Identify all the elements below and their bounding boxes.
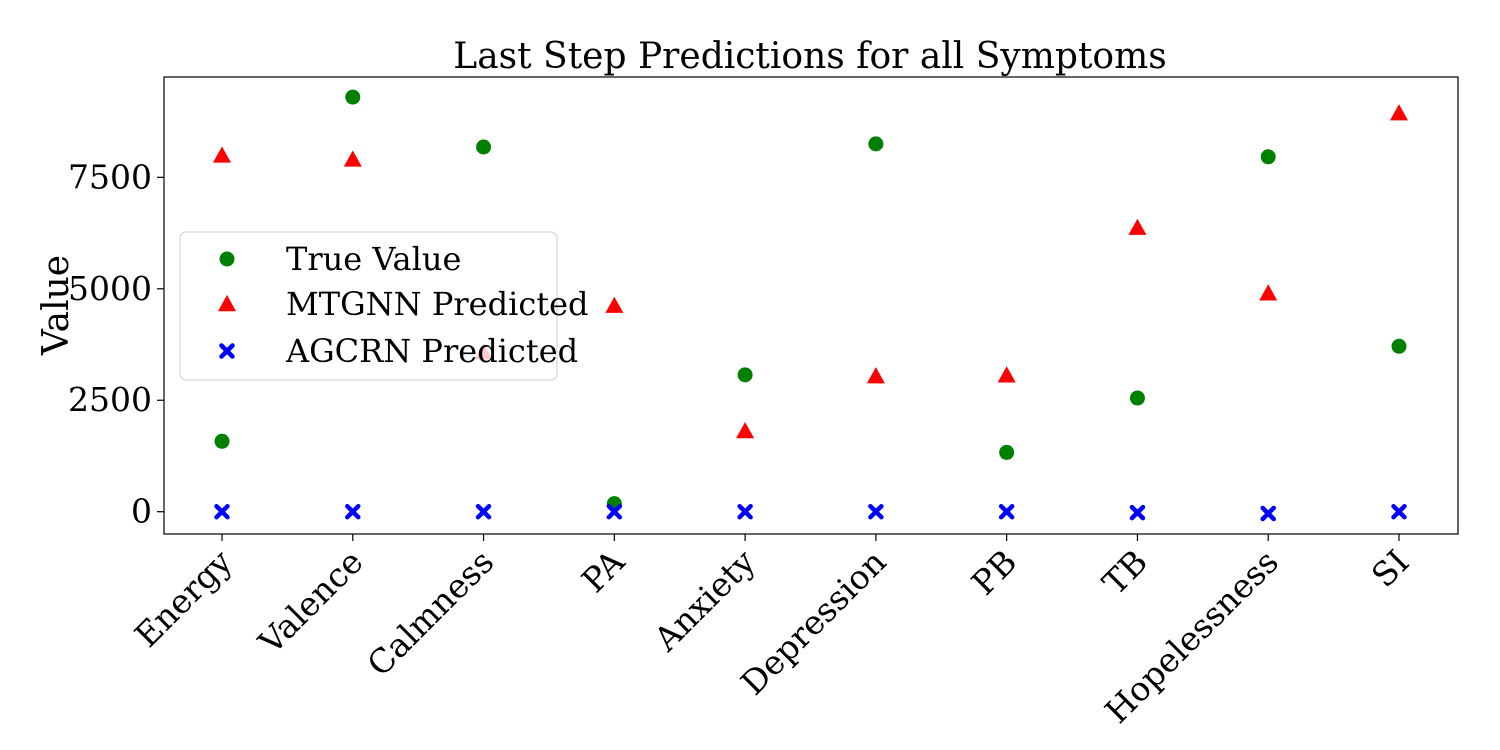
data-point bbox=[999, 444, 1015, 460]
data-point bbox=[1128, 218, 1147, 235]
x-tick-label: Energy bbox=[127, 542, 240, 655]
data-point bbox=[1390, 104, 1408, 121]
legend-marker bbox=[219, 343, 235, 359]
data-point bbox=[737, 367, 753, 383]
data-point bbox=[345, 89, 361, 105]
data-point bbox=[605, 296, 624, 313]
data-point bbox=[214, 503, 230, 520]
data-point bbox=[343, 150, 362, 167]
data-point bbox=[213, 146, 231, 163]
legend-marker bbox=[219, 251, 235, 267]
y-axis-label: Value bbox=[36, 255, 77, 356]
data-point bbox=[1260, 149, 1276, 165]
data-point bbox=[1129, 504, 1146, 521]
legend-label: AGCRN Predicted bbox=[285, 332, 578, 370]
data-point bbox=[998, 503, 1015, 520]
legend: True Value MTGNN Predicted AGCRN Predicted bbox=[179, 231, 589, 381]
x-tick-label: SI bbox=[1364, 542, 1417, 595]
data-point bbox=[868, 136, 884, 152]
data-point bbox=[476, 139, 492, 155]
legend-marker bbox=[218, 295, 236, 312]
legend-entry: MTGNN Predicted bbox=[218, 285, 589, 323]
data-point bbox=[866, 367, 885, 384]
data-point bbox=[736, 422, 755, 439]
legend-label: MTGNN Predicted bbox=[286, 285, 589, 323]
legend-label: True Value bbox=[286, 240, 461, 278]
data-point bbox=[1129, 390, 1145, 406]
plot-frame bbox=[163, 76, 1459, 535]
y-tick-label: 5000 bbox=[68, 269, 152, 308]
data-point bbox=[1260, 505, 1276, 522]
data-point bbox=[475, 503, 492, 520]
data-marks bbox=[213, 89, 1408, 522]
x-tick-label: TB bbox=[1095, 542, 1155, 602]
data-point bbox=[1391, 338, 1407, 354]
data-point bbox=[214, 433, 230, 449]
data-point bbox=[737, 503, 753, 520]
legend-frame bbox=[179, 231, 558, 381]
y-axis-ticks: 0 2500 5000 7500 bbox=[68, 157, 164, 531]
x-tick-label: Anxiety bbox=[646, 542, 763, 659]
data-point bbox=[606, 503, 623, 520]
legend-entry: True Value bbox=[219, 240, 461, 278]
x-tick-label: PA bbox=[574, 541, 633, 600]
legend-entry: AGCRN Predicted bbox=[219, 332, 578, 370]
chart-title: Last Step Predictions for all Symptoms bbox=[453, 36, 1166, 77]
data-point bbox=[345, 503, 361, 520]
y-tick-label: 2500 bbox=[68, 380, 152, 419]
data-point bbox=[1391, 503, 1407, 520]
y-tick-label: 0 bbox=[131, 492, 152, 531]
x-tick-label: Valence bbox=[250, 542, 370, 662]
data-point bbox=[1259, 284, 1278, 301]
data-point bbox=[997, 366, 1016, 383]
data-point bbox=[868, 503, 884, 520]
x-tick-label: Calmness bbox=[359, 542, 501, 684]
y-tick-label: 7500 bbox=[68, 157, 152, 196]
x-tick-label: PB bbox=[964, 542, 1024, 602]
